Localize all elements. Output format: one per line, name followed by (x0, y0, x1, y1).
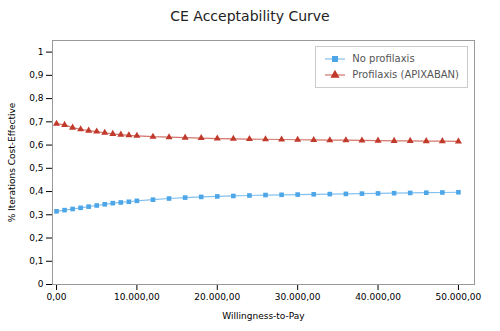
svg-text:0,6: 0,6 (29, 140, 44, 150)
svg-text:0,9: 0,9 (29, 70, 44, 80)
html-text:No profilaxis: No profilaxis (352, 53, 415, 64)
svg-text:30.000,00: 30.000,00 (275, 292, 321, 302)
svg-text:0,5: 0,5 (29, 163, 43, 173)
svg-text:Willingness-to-Pay: Willingness-to-Pay (222, 311, 305, 321)
svg-text:0: 0 (38, 279, 44, 289)
html-text:CE Acceptability Curve: CE Acceptability Curve (170, 8, 330, 24)
svg-text:0,1: 0,1 (29, 256, 43, 266)
svg-text:0,00: 0,00 (46, 292, 66, 302)
html-text:Profilaxis (APIXABAN): Profilaxis (APIXABAN) (352, 69, 459, 80)
svg-text:0,2: 0,2 (29, 233, 43, 243)
svg-text:40.000,00: 40.000,00 (355, 292, 401, 302)
svg-text:0,7: 0,7 (29, 117, 43, 127)
svg-text:0,8: 0,8 (29, 93, 44, 103)
svg-text:20.000,00: 20.000,00 (194, 292, 240, 302)
svg-text:10.000,00: 10.000,00 (114, 292, 160, 302)
svg-text:0,3: 0,3 (29, 210, 43, 220)
svg-text:50.000,00: 50.000,00 (436, 292, 482, 302)
svg-text:0,4: 0,4 (29, 186, 44, 196)
svg-text:1: 1 (38, 47, 44, 57)
svg-text:% Iterations Cost-Effective: % Iterations Cost-Effective (7, 102, 17, 222)
